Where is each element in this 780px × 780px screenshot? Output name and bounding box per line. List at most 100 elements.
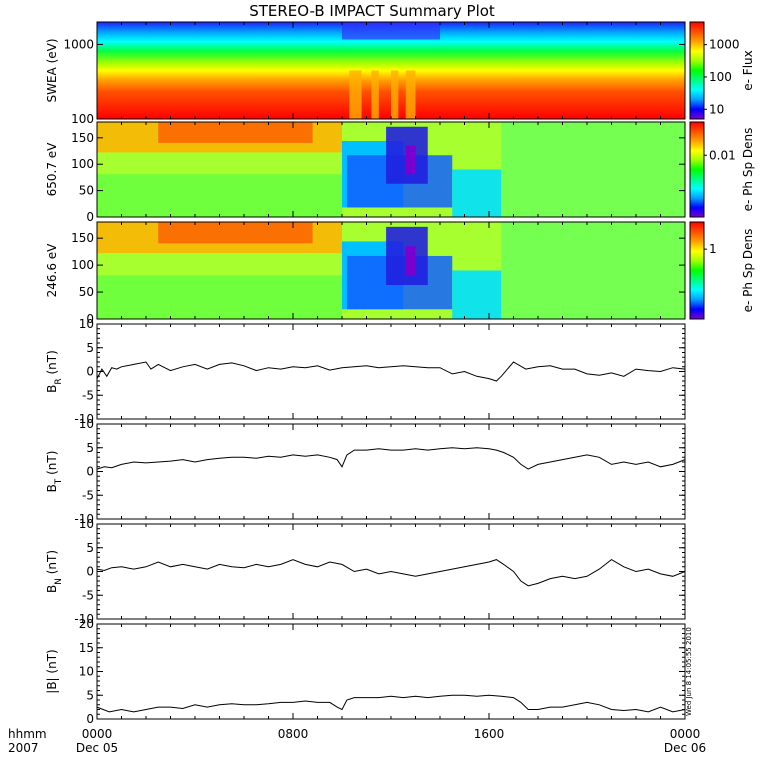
y-axis-label: BN (nT): [45, 550, 64, 593]
y-tick-label: 5: [86, 541, 94, 555]
series-line-bmag: [96, 694, 686, 713]
panel-frame: [96, 323, 686, 420]
y-axis-label: 650.7 eV: [45, 142, 59, 197]
y-axis-label-unit: (nT): [45, 550, 59, 578]
y-tick-label: 100: [71, 157, 94, 171]
colorbar-scale: [689, 21, 705, 120]
y-tick-label: 5: [86, 341, 94, 355]
time-axis-row2-label: 2007: [8, 741, 39, 755]
heatmap-feature: [501, 122, 685, 217]
series-line-bn: [96, 558, 686, 587]
x-tick-label: 0000: [670, 727, 701, 741]
heatmap-feature: [349, 70, 362, 119]
colorbar-tick-label: 100: [709, 70, 732, 84]
panel-frame: [96, 423, 686, 520]
plot-title: STEREO-B IMPACT Summary Plot: [249, 2, 495, 20]
time-axis-row1-label: hhmm: [8, 727, 47, 741]
y-axis-label-unit: (nT): [45, 451, 59, 479]
heatmap-feature: [405, 145, 416, 175]
y-tick-label: -5: [82, 588, 94, 602]
y-tick-label: 10: [79, 317, 94, 331]
colorbar-tick-label: 0.01: [709, 148, 736, 162]
heatmap-feature: [97, 275, 342, 319]
y-axis-label: |B| (nT): [45, 649, 59, 693]
heatmap-feature: [342, 22, 440, 40]
x-tick-label: 1600: [474, 727, 505, 741]
colorbar-pad-650: 0.01 e- Ph Sp Dens: [689, 121, 755, 218]
x-tick-date-label: Dec 05: [76, 741, 118, 755]
heatmap-feature: [97, 174, 342, 217]
y-tick-label: 50: [79, 285, 94, 299]
panel-bmag: 0 5 10 15 20 |B| (nT): [45, 617, 686, 726]
y-tick-label: 100: [71, 112, 94, 126]
heatmap-feature: [371, 70, 379, 119]
panel-bt: -10 -5 0 5 10 BT (nT): [45, 417, 686, 526]
y-tick-label: -5: [82, 388, 94, 402]
panel-pad-246: 1 e- Ph Sp Dens 0 50 100 150 246.6 eV: [45, 221, 755, 326]
y-axis-label-sub: N: [54, 578, 64, 585]
y-tick-label: 15: [79, 641, 94, 655]
y-axis-label-unit: (nT): [45, 350, 59, 378]
y-axis-label-main: B: [45, 585, 59, 593]
y-tick-label: 0: [86, 712, 94, 726]
heatmap-feature: [158, 122, 313, 143]
colorbar-label: e- Ph Sp Dens: [741, 128, 755, 212]
y-tick-label: -10: [74, 412, 94, 426]
y-axis-label: BT (nT): [45, 451, 64, 493]
heatmap-feature: [391, 70, 399, 119]
y-axis-label-main: |B|: [45, 677, 59, 693]
y-axis-label: 246.6 eV: [45, 243, 59, 298]
colorbar-label: e- Flux: [741, 50, 755, 90]
colorbar-tick-label: 1: [709, 242, 717, 256]
y-axis-label-unit: (nT): [45, 649, 59, 677]
series-line-br: [96, 361, 686, 382]
y-tick-label: -10: [74, 612, 94, 626]
y-tick-label: 0: [86, 565, 94, 579]
colorbar-scale: [689, 221, 705, 320]
x-tick-date-label: Dec 06: [664, 741, 706, 755]
colorbar-pad-246: 1 e- Ph Sp Dens: [689, 221, 755, 320]
y-tick-label: 10: [79, 665, 94, 679]
y-tick-label: 150: [71, 231, 94, 245]
y-axis-label-main: B: [45, 484, 59, 492]
y-axis-label-sub: T: [54, 478, 64, 485]
colorbar-tick-label: 1000: [709, 38, 740, 52]
y-tick-label: 0: [86, 210, 94, 224]
y-tick-label: 10: [79, 517, 94, 531]
colorbar-tick-label: 10: [709, 102, 724, 116]
y-axis-label-sub: R: [54, 378, 64, 384]
heatmap-feature: [405, 246, 416, 276]
colorbar-label: e- Ph Sp Dens: [741, 229, 755, 313]
heatmap-feature: [405, 70, 416, 119]
y-tick-label: 5: [86, 688, 94, 702]
y-tick-label: 0: [86, 465, 94, 479]
heatmap-feature: [158, 222, 313, 244]
y-tick-label: 0: [86, 365, 94, 379]
y-tick-label: -10: [74, 512, 94, 526]
series-line-bt: [96, 447, 686, 470]
y-tick-label: 50: [79, 184, 94, 198]
y-axis-label-main: B: [45, 385, 59, 393]
heatmap-feature: [452, 270, 502, 319]
y-tick-label: 0: [86, 312, 94, 326]
panel-br: -10 -5 0 5 10 BR (nT): [45, 317, 686, 426]
panel-pad-650: 0.01 e- Ph Sp Dens 0 50 100 150 650.7 eV: [45, 121, 755, 224]
y-tick-label: 1000: [63, 37, 94, 51]
generation-timestamp: Wed Jun 8 14:05:55 2010: [685, 627, 693, 716]
y-tick-label: 150: [71, 131, 94, 145]
heatmap-feature: [452, 169, 502, 217]
y-tick-label: 20: [79, 617, 94, 631]
y-axis-label: SWEA (eV): [45, 38, 59, 102]
x-tick-label: 0000: [82, 727, 113, 741]
y-axis-label: BR (nT): [45, 350, 64, 393]
panel-bn: -10 -5 0 5 10 BN (nT): [45, 517, 686, 626]
y-tick-label: 5: [86, 441, 94, 455]
y-tick-label: 10: [79, 417, 94, 431]
y-tick-label: -5: [82, 488, 94, 502]
